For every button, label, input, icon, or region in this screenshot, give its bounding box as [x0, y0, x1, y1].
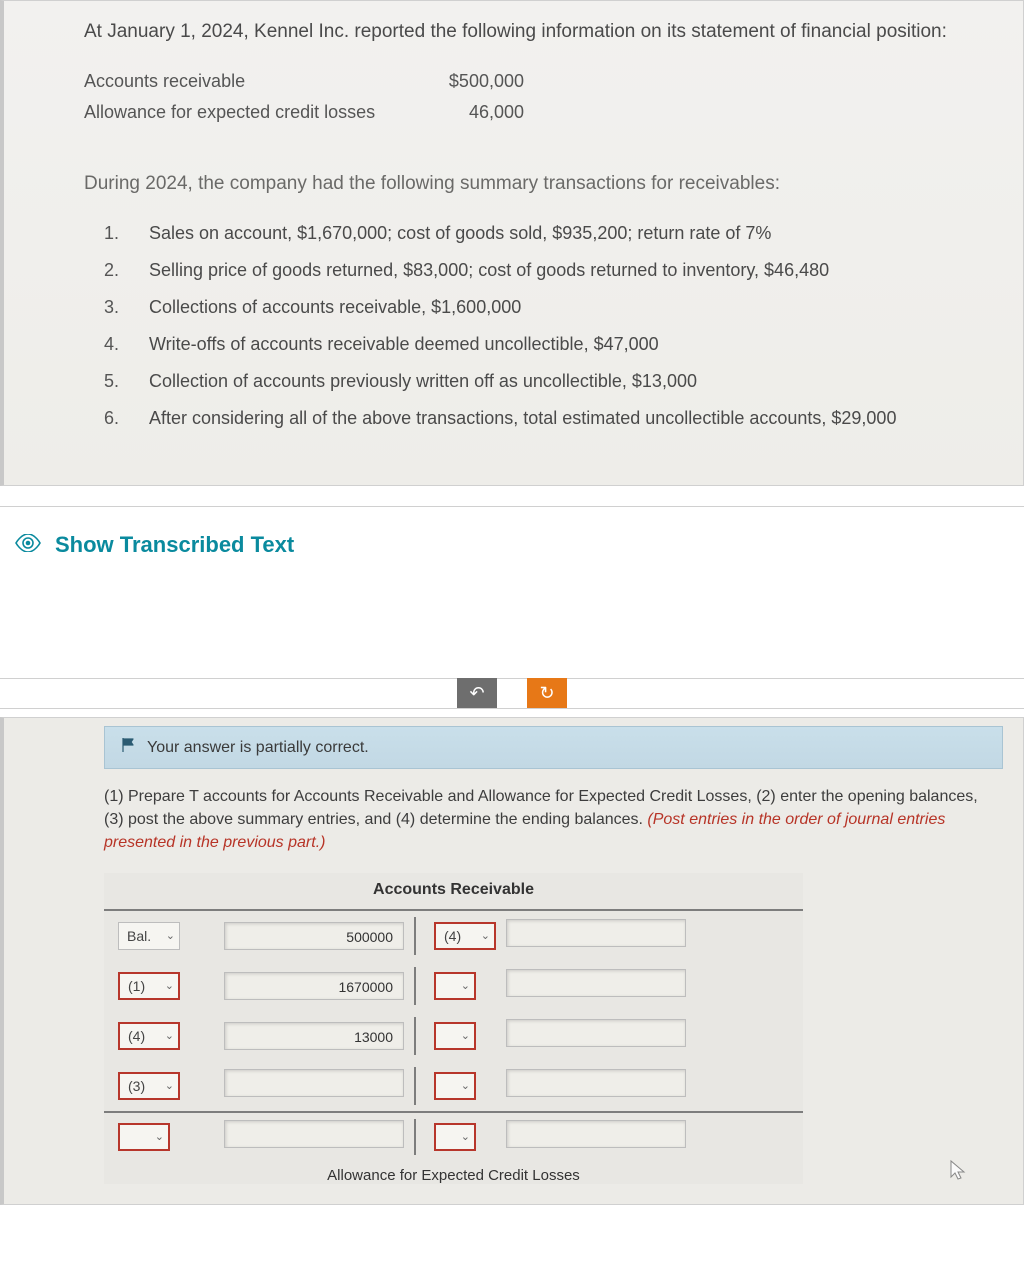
row-value-right[interactable] [506, 1069, 686, 1097]
instructions: (1) Prepare T accounts for Accounts Rece… [104, 785, 993, 855]
chevron-down-icon: ⌄ [165, 1029, 174, 1042]
item-number: 6. [104, 408, 149, 429]
undo-icon: ↶ [469, 683, 484, 704]
item-text: After considering all of the above trans… [149, 408, 953, 429]
numbered-list: 1.Sales on account, $1,670,000; cost of … [84, 223, 953, 429]
item-number: 5. [104, 371, 149, 392]
table-row: (4) ⌄ 13000 ⌄ [104, 1011, 803, 1061]
list-item: 6.After considering all of the above tra… [104, 408, 953, 429]
eye-icon [15, 532, 41, 558]
row-select-right[interactable]: ⌄ [434, 972, 476, 1000]
chevron-down-icon: ⌄ [166, 929, 175, 942]
cursor-icon [949, 1159, 967, 1186]
balance-value: $500,000 [424, 71, 524, 92]
chevron-down-icon: ⌄ [155, 1130, 164, 1143]
t-account: Accounts Receivable Bal. ⌄ 500000 (4) ⌄ (1… [104, 873, 803, 1184]
row-value-right[interactable] [506, 919, 686, 947]
table-row: (3) ⌄ ⌄ [104, 1061, 803, 1111]
row-value-left[interactable] [224, 1120, 404, 1148]
row-select-right[interactable]: ⌄ [434, 1123, 476, 1151]
select-value: (3) [128, 1078, 145, 1094]
item-number: 4. [104, 334, 149, 355]
list-item: 3.Collections of accounts receivable, $1… [104, 297, 953, 318]
row-select-right[interactable]: ⌄ [434, 1072, 476, 1100]
select-value: Bal. [127, 928, 151, 944]
row-value-left[interactable]: 13000 [224, 1022, 404, 1050]
item-text: Collections of accounts receivable, $1,6… [149, 297, 953, 318]
item-text: Sales on account, $1,670,000; cost of go… [149, 223, 953, 244]
t-account-title: Accounts Receivable [104, 873, 803, 911]
row-select-right[interactable]: ⌄ [434, 1022, 476, 1050]
table-total-row: ⌄ ⌄ [104, 1111, 803, 1161]
chevron-down-icon: ⌄ [461, 1079, 470, 1092]
row-value-right[interactable] [506, 969, 686, 997]
balance-row-ar: Accounts receivable $500,000 [84, 71, 953, 92]
list-item: 5.Collection of accounts previously writ… [104, 371, 953, 392]
row-value-left[interactable]: 1670000 [224, 972, 404, 1000]
flag-icon [121, 737, 137, 758]
balance-row-allowance: Allowance for expected credit losses 46,… [84, 102, 953, 123]
redo-button[interactable]: ↻ [527, 678, 567, 708]
row-select-left[interactable]: (1) ⌄ [118, 972, 180, 1000]
row-select-left[interactable]: ⌄ [118, 1123, 170, 1151]
chevron-down-icon: ⌄ [481, 929, 490, 942]
balance-label: Allowance for expected credit losses [84, 102, 424, 123]
list-item: 2.Selling price of goods returned, $83,0… [104, 260, 953, 281]
subheading: During 2024, the company had the followi… [84, 173, 953, 195]
table-row: (1) ⌄ 1670000 ⌄ [104, 961, 803, 1011]
row-select-left[interactable]: (4) ⌄ [118, 1022, 180, 1050]
row-value-right[interactable] [506, 1120, 686, 1148]
item-number: 1. [104, 223, 149, 244]
balance-label: Accounts receivable [84, 71, 424, 92]
row-select-left[interactable]: Bal. ⌄ [118, 922, 180, 950]
undo-button[interactable]: ↶ [457, 678, 497, 708]
feedback-text: Your answer is partially correct. [147, 739, 369, 757]
chevron-down-icon: ⌄ [461, 979, 470, 992]
table-row: Bal. ⌄ 500000 (4) ⌄ [104, 911, 803, 961]
item-text: Collection of accounts previously writte… [149, 371, 953, 392]
chevron-down-icon: ⌄ [461, 1130, 470, 1143]
row-select-right[interactable]: (4) ⌄ [434, 922, 496, 950]
select-value: (4) [128, 1028, 145, 1044]
item-number: 2. [104, 260, 149, 281]
list-item: 4.Write-offs of accounts receivable deem… [104, 334, 953, 355]
balance-value: 46,000 [424, 102, 524, 123]
list-item: 1.Sales on account, $1,670,000; cost of … [104, 223, 953, 244]
item-text: Write-offs of accounts receivable deemed… [149, 334, 953, 355]
transcribe-bar[interactable]: Show Transcribed Text [0, 506, 1024, 679]
gap [0, 486, 1024, 506]
row-value-left[interactable]: 500000 [224, 922, 404, 950]
answer-panel: Your answer is partially correct. (1) Pr… [0, 717, 1024, 1205]
redo-icon: ↻ [539, 683, 554, 704]
item-text: Selling price of goods returned, $83,000… [149, 260, 953, 281]
t-account-title-2: Allowance for Expected Credit Losses [104, 1161, 803, 1184]
select-value: (4) [444, 928, 461, 944]
item-number: 3. [104, 297, 149, 318]
transcribe-label: Show Transcribed Text [55, 532, 294, 558]
nav-buttons: ↶ ↻ [0, 679, 1024, 709]
chevron-down-icon: ⌄ [165, 979, 174, 992]
problem-panel: At January 1, 2024, Kennel Inc. reported… [0, 0, 1024, 486]
row-select-left[interactable]: (3) ⌄ [118, 1072, 180, 1100]
problem-inner: At January 1, 2024, Kennel Inc. reported… [4, 21, 1023, 429]
feedback-bar: Your answer is partially correct. [104, 726, 1003, 769]
chevron-down-icon: ⌄ [461, 1029, 470, 1042]
intro-text: At January 1, 2024, Kennel Inc. reported… [84, 21, 953, 43]
row-value-left[interactable] [224, 1069, 404, 1097]
row-value-right[interactable] [506, 1019, 686, 1047]
select-value: (1) [128, 978, 145, 994]
chevron-down-icon: ⌄ [165, 1079, 174, 1092]
